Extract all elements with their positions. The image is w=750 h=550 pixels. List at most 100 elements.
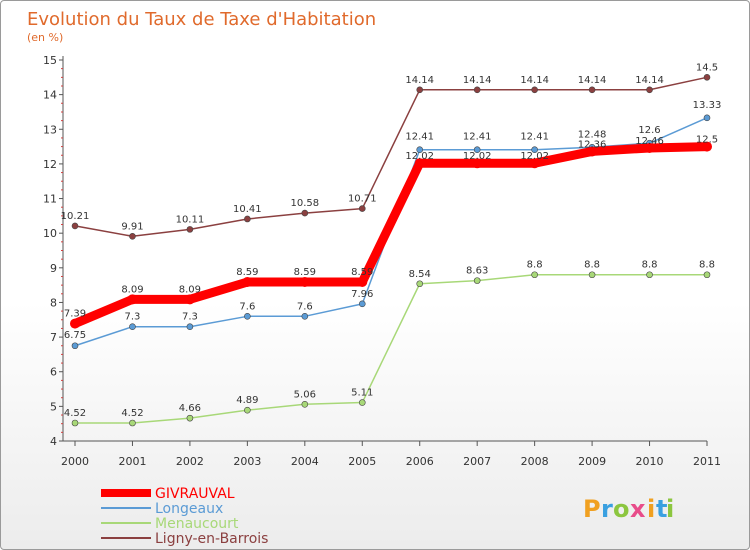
series-layer [70, 74, 712, 427]
y-tick-label: 9 [50, 262, 57, 275]
data-label: 4.66 [179, 403, 201, 414]
data-point [301, 313, 309, 320]
x-tick-label: 2006 [406, 455, 434, 468]
data-label: 12.5 [696, 135, 718, 146]
logo-letter: P [583, 495, 601, 523]
data-point [416, 146, 424, 154]
data-label: 12.36 [578, 139, 607, 150]
data-point [71, 222, 79, 230]
data-point [588, 86, 596, 94]
data-label: 8.8 [699, 260, 715, 271]
data-point [184, 294, 195, 305]
legend: GIVRAUVALLongeauxMenaucourtLigny-en-Barr… [101, 486, 268, 547]
x-tick-label: 2008 [521, 455, 549, 468]
data-label: 5.06 [294, 389, 316, 400]
data-point [531, 146, 538, 154]
data-point [186, 323, 194, 331]
data-label: 8.59 [294, 267, 316, 278]
data-point [358, 300, 366, 308]
data-point [702, 141, 712, 152]
data-point [71, 342, 79, 350]
chart-subtitle: (en %) [27, 31, 63, 44]
data-point [301, 209, 309, 217]
x-tick-label: 2004 [291, 455, 319, 468]
data-point [587, 146, 598, 157]
data-point [242, 277, 253, 288]
legend-label: Ligny-en-Barrois [155, 531, 268, 547]
x-tick-label: 2002 [176, 455, 204, 468]
x-tick-label: 2009 [578, 455, 606, 468]
data-label: 12.46 [635, 136, 664, 147]
data-point [299, 277, 310, 288]
axes: 4 5 6 7 8 9 10 11 12 13 14 15 2000 2001 2002 2003 2004 20… [43, 54, 721, 468]
x-tick-label: 2010 [636, 455, 664, 468]
data-point [472, 158, 483, 169]
y-tick-label: 4 [50, 435, 57, 448]
data-point [473, 146, 481, 154]
data-label: 6.75 [64, 330, 86, 341]
data-label: 12.02 [405, 151, 434, 162]
data-label: 12.41 [463, 132, 492, 143]
data-label: 5.11 [351, 388, 373, 399]
data-label: 9.91 [121, 221, 143, 232]
data-point [357, 277, 368, 288]
data-point [414, 158, 425, 169]
data-label: 7.39 [64, 309, 86, 320]
data-label: 4.89 [236, 395, 258, 406]
data-label: 4.52 [121, 408, 143, 419]
data-point [71, 419, 79, 427]
data-point [129, 232, 136, 240]
y-tick-label: 15 [43, 54, 57, 67]
data-label: 10.58 [290, 198, 319, 209]
data-point [703, 114, 711, 122]
data-label: 13.33 [693, 100, 722, 111]
x-tick-label: 2005 [348, 455, 376, 468]
data-point [531, 271, 538, 279]
data-label: 12.41 [405, 132, 434, 143]
data-label: 8.59 [236, 267, 258, 278]
data-point [186, 414, 194, 422]
data-label: 8.8 [642, 260, 658, 271]
data-point [244, 215, 251, 223]
data-point [473, 86, 481, 94]
logo-letter: i [666, 495, 674, 523]
data-point [531, 86, 538, 94]
logo-letter: t [656, 495, 667, 523]
data-label: 7.3 [182, 312, 198, 323]
chart-title: Evolution du Taux de Taxe d'Habitation [27, 9, 376, 30]
data-label: 14.14 [520, 75, 549, 86]
data-labels: 7.39 8.09 8.09 8.59 8.59 8.59 12.02 12.02 12.02 1… [61, 62, 722, 419]
data-label: 8.09 [121, 284, 143, 295]
data-point [646, 86, 653, 94]
data-label: 14.5 [696, 62, 718, 73]
data-point [301, 400, 309, 408]
y-tick-label: 8 [50, 296, 57, 309]
y-tick-label: 12 [43, 158, 57, 171]
data-label: 7.96 [351, 289, 373, 300]
data-point [244, 406, 251, 414]
data-point [644, 142, 655, 153]
legend-label: Longeaux [155, 501, 223, 517]
data-label: 10.41 [233, 204, 262, 215]
data-label: 10.21 [61, 211, 90, 222]
legend-label: Menaucourt [155, 516, 239, 532]
y-tick-label: 6 [50, 366, 57, 379]
data-label: 14.14 [635, 75, 664, 86]
data-label: 12.41 [520, 132, 549, 143]
data-point [129, 323, 136, 331]
data-point [358, 399, 366, 406]
y-tick-label: 13 [43, 123, 57, 136]
data-point [473, 277, 481, 284]
series-line-ligny-en-barrois [74, 76, 708, 238]
data-label: 14.14 [463, 75, 492, 86]
data-point [646, 271, 653, 279]
logo-letter: i [647, 495, 655, 523]
data-label: 14.14 [578, 75, 607, 86]
data-label: 12.6 [638, 125, 660, 136]
data-point [358, 205, 366, 212]
data-point [703, 74, 711, 81]
y-tick-label: 5 [50, 400, 57, 413]
data-label: 7.6 [297, 301, 313, 312]
